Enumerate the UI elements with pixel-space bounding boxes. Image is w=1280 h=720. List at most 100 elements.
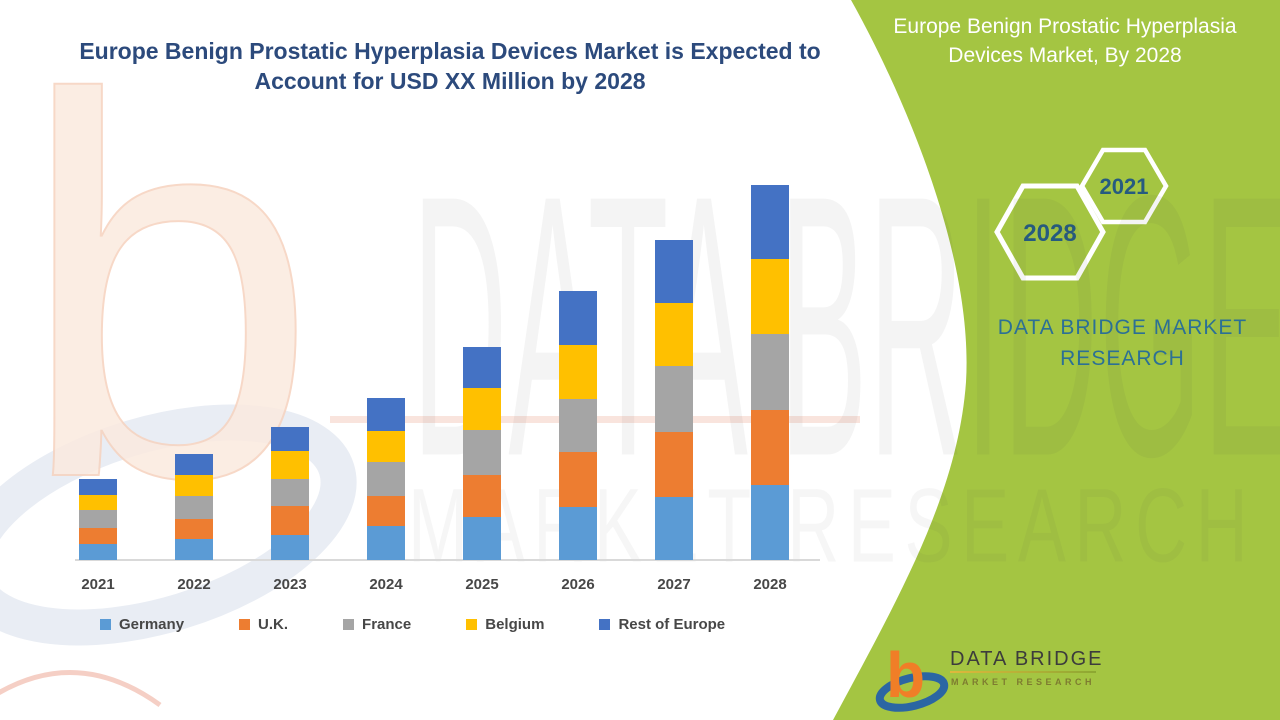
- bar-2025: [463, 347, 501, 560]
- brand-text: DATA BRIDGE MARKET RESEARCH: [900, 312, 1280, 374]
- bar-segment-france-2022: [175, 496, 213, 519]
- bar-segment-belgium-2024: [367, 431, 405, 462]
- swoosh-watermark: [0, 404, 357, 646]
- ghost-b-watermark: b: [18, 0, 318, 590]
- bar-segment-germany-2024: [367, 526, 405, 560]
- bar-segment-u-k--2027: [655, 432, 693, 497]
- bar-segment-germany-2021: [79, 544, 117, 560]
- bar-segment-germany-2022: [175, 539, 213, 560]
- bar-segment-rest-of-europe-2024: [367, 398, 405, 431]
- bar-segment-france-2028: [751, 334, 789, 410]
- bar-2026: [559, 291, 597, 560]
- side-panel-title-line1: Europe Benign Prostatic Hyperplasia: [893, 15, 1237, 38]
- legend-label: Belgium: [485, 616, 545, 633]
- red-arc-watermark: [0, 670, 162, 708]
- bar-segment-france-2026: [559, 399, 597, 452]
- x-axis-label-2023: 2023: [273, 576, 307, 593]
- bar-segment-u-k--2026: [559, 452, 597, 507]
- bar-segment-rest-of-europe-2026: [559, 291, 597, 345]
- bar-segment-belgium-2021: [79, 495, 117, 510]
- x-axis-label-2028: 2028: [753, 576, 787, 593]
- brand-text-line1: DATA BRIDGE MARKET: [997, 316, 1248, 339]
- bar-segment-u-k--2023: [271, 506, 309, 535]
- bar-segment-rest-of-europe-2023: [271, 427, 309, 451]
- logo-swoosh: [875, 672, 949, 712]
- logo-name: DATA BRIDGE: [950, 648, 1104, 670]
- bar-segment-france-2024: [367, 462, 405, 496]
- x-axis-line: [75, 559, 820, 561]
- bar-segment-belgium-2026: [559, 345, 597, 399]
- legend-swatch-icon: [599, 619, 611, 630]
- bar-segment-u-k--2028: [751, 410, 789, 485]
- legend-label: U.K.: [258, 616, 289, 633]
- x-axis-label-2026: 2026: [561, 576, 595, 593]
- bar-segment-rest-of-europe-2021: [79, 479, 117, 495]
- databridge-text-watermark: DATA BRIDGE: [412, 118, 1280, 534]
- legend-item-rest-of-europe: Rest of Europe: [599, 616, 725, 633]
- brand-text-line2: RESEARCH: [1060, 347, 1185, 370]
- bar-2021: [79, 479, 117, 560]
- bar-2024: [367, 398, 405, 560]
- bar-segment-belgium-2023: [271, 451, 309, 479]
- bar-segment-rest-of-europe-2027: [655, 240, 693, 303]
- bar-segment-france-2023: [271, 479, 309, 506]
- x-axis-label-2022: 2022: [177, 576, 211, 593]
- bar-segment-germany-2026: [559, 507, 597, 560]
- bar-segment-rest-of-europe-2025: [463, 347, 501, 388]
- bar-segment-germany-2027: [655, 497, 693, 560]
- legend-label: France: [362, 616, 412, 633]
- legend-swatch-icon: [100, 619, 111, 630]
- legend-item-u-k-: U.K.: [239, 616, 288, 633]
- bar-segment-rest-of-europe-2022: [175, 454, 213, 475]
- bar-segment-germany-2025: [463, 517, 501, 560]
- x-axis-label-2025: 2025: [465, 576, 499, 593]
- bar-segment-france-2021: [79, 510, 117, 528]
- page-title-line1: Europe Benign Prostatic Hyperplasia Devi…: [79, 38, 821, 64]
- legend-swatch-icon: [239, 619, 251, 630]
- page-title-line2: Account for USD XX Million by 2028: [254, 68, 646, 94]
- hexagon-2028-label: 2028: [1023, 220, 1076, 247]
- side-panel-title-line2: Devices Market, By 2028: [948, 44, 1182, 67]
- legend-item-germany: Germany: [100, 616, 184, 633]
- bar-segment-belgium-2022: [175, 475, 213, 496]
- legend-swatch-icon: [466, 619, 478, 630]
- bar-2022: [175, 454, 213, 560]
- bar-2027: [655, 240, 693, 560]
- bar-chart: 2021 2022 2023 2024 2025 2026 2027 2028: [75, 185, 820, 593]
- x-axis-label-2024: 2024: [369, 576, 403, 593]
- x-axis-label-2027: 2027: [657, 576, 691, 593]
- hexagon-2021-label: 2021: [1100, 174, 1149, 199]
- bar-segment-belgium-2028: [751, 259, 789, 334]
- bar-segment-germany-2023: [271, 535, 309, 560]
- bar-2023: [271, 427, 309, 560]
- side-panel-title: Europe Benign Prostatic Hyperplasia Devi…: [845, 12, 1280, 70]
- page-title: Europe Benign Prostatic Hyperplasia Devi…: [40, 36, 860, 96]
- legend-swatch-icon: [343, 619, 355, 630]
- logo-subtitle: MARKET RESEARCH: [951, 677, 1096, 687]
- x-axis-label-2021: 2021: [81, 576, 115, 593]
- bar-segment-france-2025: [463, 430, 501, 475]
- hexagon-2028: [994, 183, 1106, 281]
- chart-legend: Germany U.K. France Belgium Rest of Europe: [100, 616, 725, 633]
- bar-segment-france-2027: [655, 366, 693, 432]
- legend-label: Germany: [119, 616, 185, 633]
- bar-segment-germany-2028: [751, 485, 789, 560]
- bar-segment-belgium-2025: [463, 388, 501, 430]
- bar-segment-u-k--2025: [463, 475, 501, 517]
- legend-item-belgium: Belgium: [466, 616, 544, 633]
- legend-item-france: France: [343, 616, 411, 633]
- hexagon-2021: [1079, 147, 1169, 225]
- bar-segment-u-k--2024: [367, 496, 405, 526]
- bars-container: [79, 185, 789, 560]
- logo-b-icon: b: [886, 639, 925, 711]
- green-side-panel: [833, 0, 1280, 720]
- bar-2028: [751, 185, 789, 560]
- bar-segment-u-k--2022: [175, 519, 213, 539]
- legend-label: Rest of Europe: [618, 616, 726, 633]
- bar-segment-u-k--2021: [79, 528, 117, 544]
- bar-segment-rest-of-europe-2028: [751, 185, 789, 259]
- marketresearch-text-watermark: MARKET RESEARCH: [408, 467, 1257, 585]
- bar-segment-belgium-2027: [655, 303, 693, 366]
